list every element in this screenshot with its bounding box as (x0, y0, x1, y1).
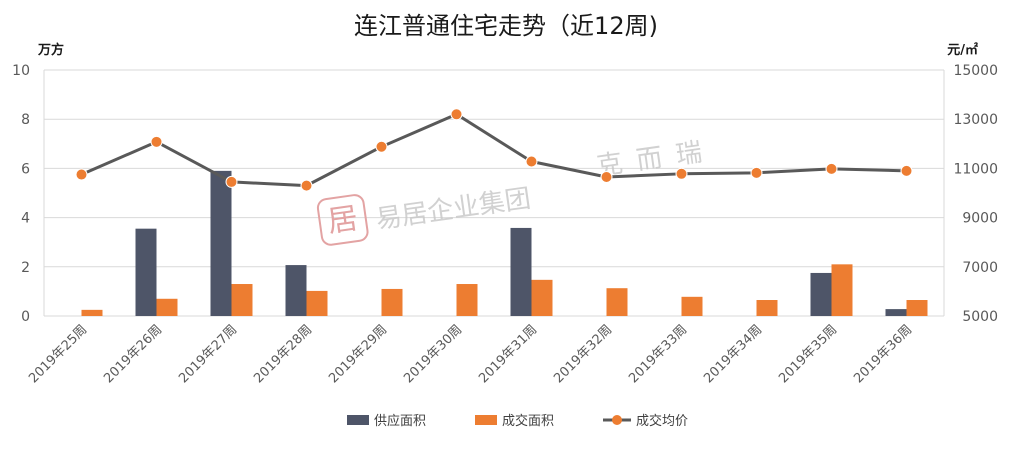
grid-layer (43, 69, 945, 317)
ticks-layer: 0 2 4 6 8 10 5000 7000 9000 11000 13000 15000 2019年2… (12, 63, 998, 386)
left-tick-label: 10 (12, 63, 30, 79)
legend: 供应面积 成交面积 成交均价 (347, 413, 688, 429)
price-point (600, 171, 613, 184)
x-tick-label: 2019年35周 (776, 322, 840, 386)
x-tick-label: 2019年27周 (176, 322, 240, 386)
chart-title: 连江普通住宅走势（近12周) (354, 12, 658, 40)
deal-bar (906, 300, 928, 316)
legend-label-deal: 成交面积 (502, 413, 554, 429)
price-line-layer (75, 108, 913, 192)
right-tick-label: 15000 (953, 63, 998, 79)
supply-bar (135, 228, 157, 316)
right-tick-label: 7000 (962, 260, 998, 276)
watermark-logo-glyph: 居 (326, 201, 361, 240)
x-tick-label: 2019年33周 (626, 322, 690, 386)
watermark-company: 易居企业集团 (374, 184, 533, 235)
price-point (300, 179, 313, 192)
right-tick-label: 11000 (953, 161, 998, 177)
left-tick-label: 6 (21, 161, 30, 177)
supply-bar (285, 265, 307, 316)
deal-bar (606, 288, 628, 316)
deal-bar (231, 284, 253, 316)
right-tick-label: 13000 (953, 112, 998, 128)
price-line (80, 112, 907, 188)
price-point (375, 140, 388, 153)
deal-bar (81, 309, 103, 316)
left-tick-label: 8 (21, 112, 30, 128)
x-tick-label: 2019年26周 (101, 322, 165, 386)
x-tick-label: 2019年25周 (26, 322, 90, 386)
x-tick-label: 2019年34周 (701, 322, 765, 386)
price-point (450, 108, 463, 121)
price-point (750, 166, 763, 179)
price-point (75, 168, 88, 181)
x-tick-label: 2019年36周 (851, 322, 915, 386)
x-tick-label: 2019年29周 (326, 322, 390, 386)
legend-swatch-price-marker (612, 415, 622, 425)
right-tick-label: 9000 (962, 211, 998, 227)
right-tick-label: 5000 (962, 309, 998, 325)
legend-swatch-supply (347, 415, 369, 425)
supply-bar (810, 272, 832, 316)
deal-bar (156, 298, 178, 316)
deal-bar (306, 290, 328, 316)
legend-swatch-deal (475, 415, 497, 425)
price-point (825, 162, 838, 175)
bars-layer (81, 170, 928, 316)
price-point (675, 167, 688, 180)
deal-bar (681, 296, 703, 316)
left-tick-label: 4 (21, 211, 30, 227)
watermark-logo-icon (316, 194, 369, 246)
supply-bar (885, 309, 907, 316)
legend-label-supply: 供应面积 (374, 413, 426, 429)
supply-bar (510, 227, 532, 316)
deal-bar (756, 300, 778, 316)
deal-bar (456, 284, 478, 316)
right-axis-unit: 元/㎡ (947, 42, 978, 58)
x-tick-label: 2019年28周 (251, 322, 315, 386)
left-axis-unit: 万方 (37, 42, 64, 58)
price-point (525, 155, 538, 168)
price-point (225, 175, 238, 188)
x-tick-label: 2019年30周 (401, 322, 465, 386)
x-tick-label: 2019年31周 (476, 322, 540, 386)
supply-bar (210, 170, 232, 316)
deal-bar (381, 288, 403, 316)
left-tick-label: 0 (21, 309, 30, 325)
price-point (900, 164, 913, 177)
deal-bar (531, 279, 553, 316)
price-point (150, 135, 163, 148)
deal-bar (831, 264, 853, 316)
legend-label-price: 成交均价 (636, 413, 688, 429)
left-tick-label: 2 (21, 260, 30, 276)
x-tick-label: 2019年32周 (551, 322, 615, 386)
